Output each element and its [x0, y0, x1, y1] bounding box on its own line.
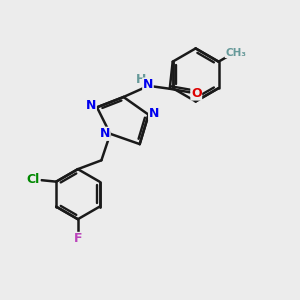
Text: O: O: [191, 87, 202, 100]
Text: H: H: [136, 73, 146, 86]
Text: N: N: [100, 127, 110, 140]
Text: CH₃: CH₃: [225, 47, 246, 58]
Text: N: N: [148, 107, 159, 120]
Text: F: F: [74, 232, 82, 245]
Text: N: N: [143, 78, 153, 91]
Text: N: N: [86, 99, 96, 112]
Text: Cl: Cl: [27, 172, 40, 185]
